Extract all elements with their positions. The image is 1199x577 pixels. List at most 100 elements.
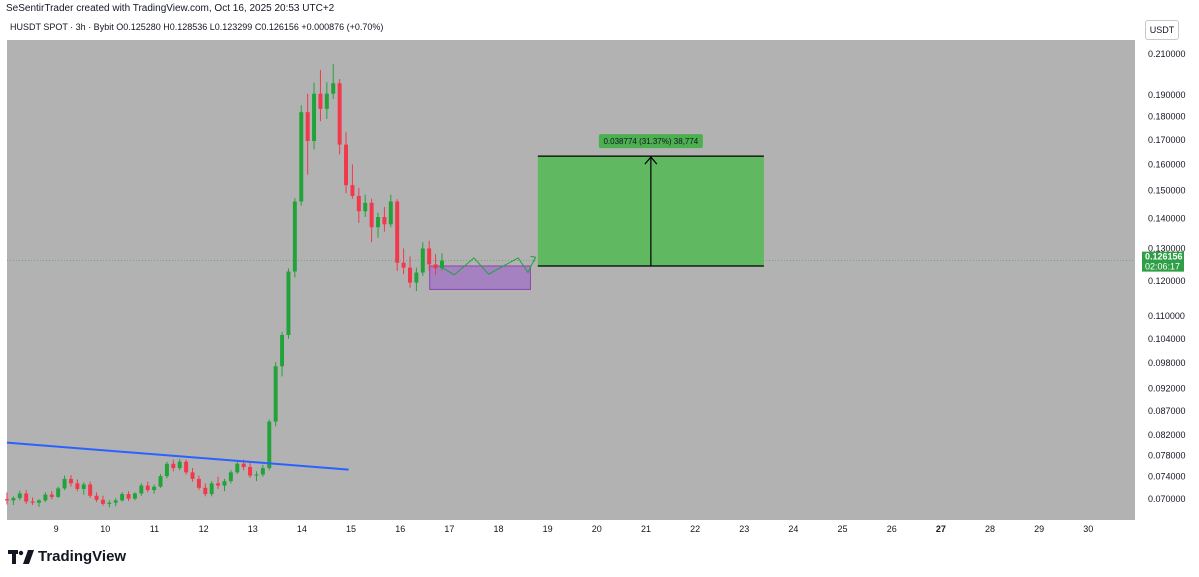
- candle: [414, 267, 419, 292]
- candle: [203, 483, 208, 497]
- candle: [107, 500, 112, 508]
- candle-body: [260, 468, 265, 475]
- candle: [363, 194, 368, 218]
- candle: [280, 331, 285, 377]
- candle: [113, 498, 118, 507]
- candle-body: [94, 495, 99, 500]
- x-tick-label: 13: [248, 524, 258, 534]
- x-tick-label: 25: [838, 524, 848, 534]
- candle: [158, 473, 163, 488]
- candle-body: [30, 501, 35, 503]
- candle: [132, 492, 137, 501]
- x-tick-label: 18: [493, 524, 503, 534]
- candle: [286, 268, 291, 339]
- candle: [75, 479, 80, 492]
- candle-body: [152, 486, 157, 491]
- candle: [408, 256, 412, 288]
- candle-body: [356, 195, 361, 212]
- y-tick-label: 0.170000: [1148, 135, 1186, 145]
- candle: [196, 475, 201, 491]
- x-tick-label: 15: [346, 524, 356, 534]
- candle: [177, 459, 182, 471]
- candle-body: [248, 466, 253, 476]
- candle-body: [158, 476, 163, 487]
- candle-body: [420, 248, 425, 273]
- candle: [145, 481, 150, 493]
- candle-body: [241, 463, 246, 467]
- candle: [331, 63, 336, 100]
- candle-body: [254, 474, 259, 476]
- currency-button[interactable]: USDT: [1145, 20, 1179, 40]
- candle: [49, 491, 54, 500]
- y-tick-label: 0.180000: [1148, 112, 1186, 122]
- candle-body: [113, 500, 118, 503]
- candle-body: [305, 112, 310, 142]
- candle-body: [382, 217, 387, 225]
- candle: [11, 496, 16, 506]
- y-tick-label: 0.098000: [1148, 358, 1186, 368]
- candle: [260, 464, 265, 477]
- y-tick-label: 0.130000: [1148, 243, 1186, 253]
- candle-body: [235, 463, 240, 473]
- candle: [318, 69, 323, 122]
- trendline: [6, 441, 349, 471]
- candle-body: [216, 483, 221, 486]
- candle: [62, 475, 67, 491]
- candle: [401, 248, 406, 275]
- candle-body: [273, 366, 278, 422]
- candle: [216, 476, 221, 489]
- projected-path-arrowhead: [530, 255, 537, 263]
- y-tick-label: 0.190000: [1148, 90, 1186, 100]
- current-price-marker: 0.126156 02:06:17: [1142, 252, 1184, 272]
- candle: [337, 79, 342, 155]
- chart-credit: SeSentirTrader created with TradingView.…: [6, 3, 335, 14]
- entry-zone: [429, 265, 531, 290]
- candle: [420, 242, 425, 276]
- y-tick-label: 0.078000: [1148, 450, 1186, 460]
- candle: [222, 478, 227, 492]
- x-tick-label: 29: [1034, 524, 1044, 534]
- candle-body: [222, 481, 227, 486]
- candle-body: [292, 201, 297, 272]
- y-tick-label: 0.160000: [1148, 159, 1186, 169]
- candle-body: [145, 485, 150, 491]
- candle: [164, 461, 169, 479]
- candle-body: [388, 201, 393, 225]
- candle-body: [209, 483, 214, 495]
- candle-body: [164, 463, 169, 477]
- candle-body: [280, 334, 285, 367]
- candle-body: [395, 201, 400, 263]
- x-tick-label: 17: [444, 524, 454, 534]
- candle-body: [203, 487, 208, 495]
- candle: [248, 462, 253, 478]
- candle: [120, 492, 125, 502]
- candle-body: [376, 217, 380, 228]
- candle-body: [49, 494, 54, 497]
- tradingview-brand: TradingView: [38, 548, 127, 565]
- y-tick-label: 0.087000: [1148, 406, 1186, 416]
- x-tick-label: 22: [690, 524, 700, 534]
- y-tick-label: 0.110000: [1148, 311, 1185, 321]
- candle-body: [43, 494, 48, 501]
- candle-body: [177, 461, 182, 469]
- x-tick-label: 28: [985, 524, 995, 534]
- candle: [356, 187, 361, 223]
- y-tick-label: 0.210000: [1148, 49, 1186, 59]
- x-tick-label: 21: [641, 524, 651, 534]
- candle-body: [196, 478, 201, 488]
- bar-countdown: 02:06:17: [1145, 262, 1180, 272]
- candle-body: [433, 264, 438, 269]
- candle-body: [24, 493, 29, 502]
- candle-body: [228, 472, 233, 482]
- candle: [292, 198, 297, 278]
- candle: [312, 82, 317, 150]
- y-tick-label: 0.120000: [1148, 276, 1186, 286]
- candle: [5, 492, 9, 505]
- candle-body: [132, 493, 137, 499]
- x-tick-label: 19: [543, 524, 553, 534]
- candle-body: [324, 93, 329, 109]
- candle-body: [62, 478, 67, 489]
- candle: [388, 194, 393, 228]
- x-tick-label: 23: [739, 524, 749, 534]
